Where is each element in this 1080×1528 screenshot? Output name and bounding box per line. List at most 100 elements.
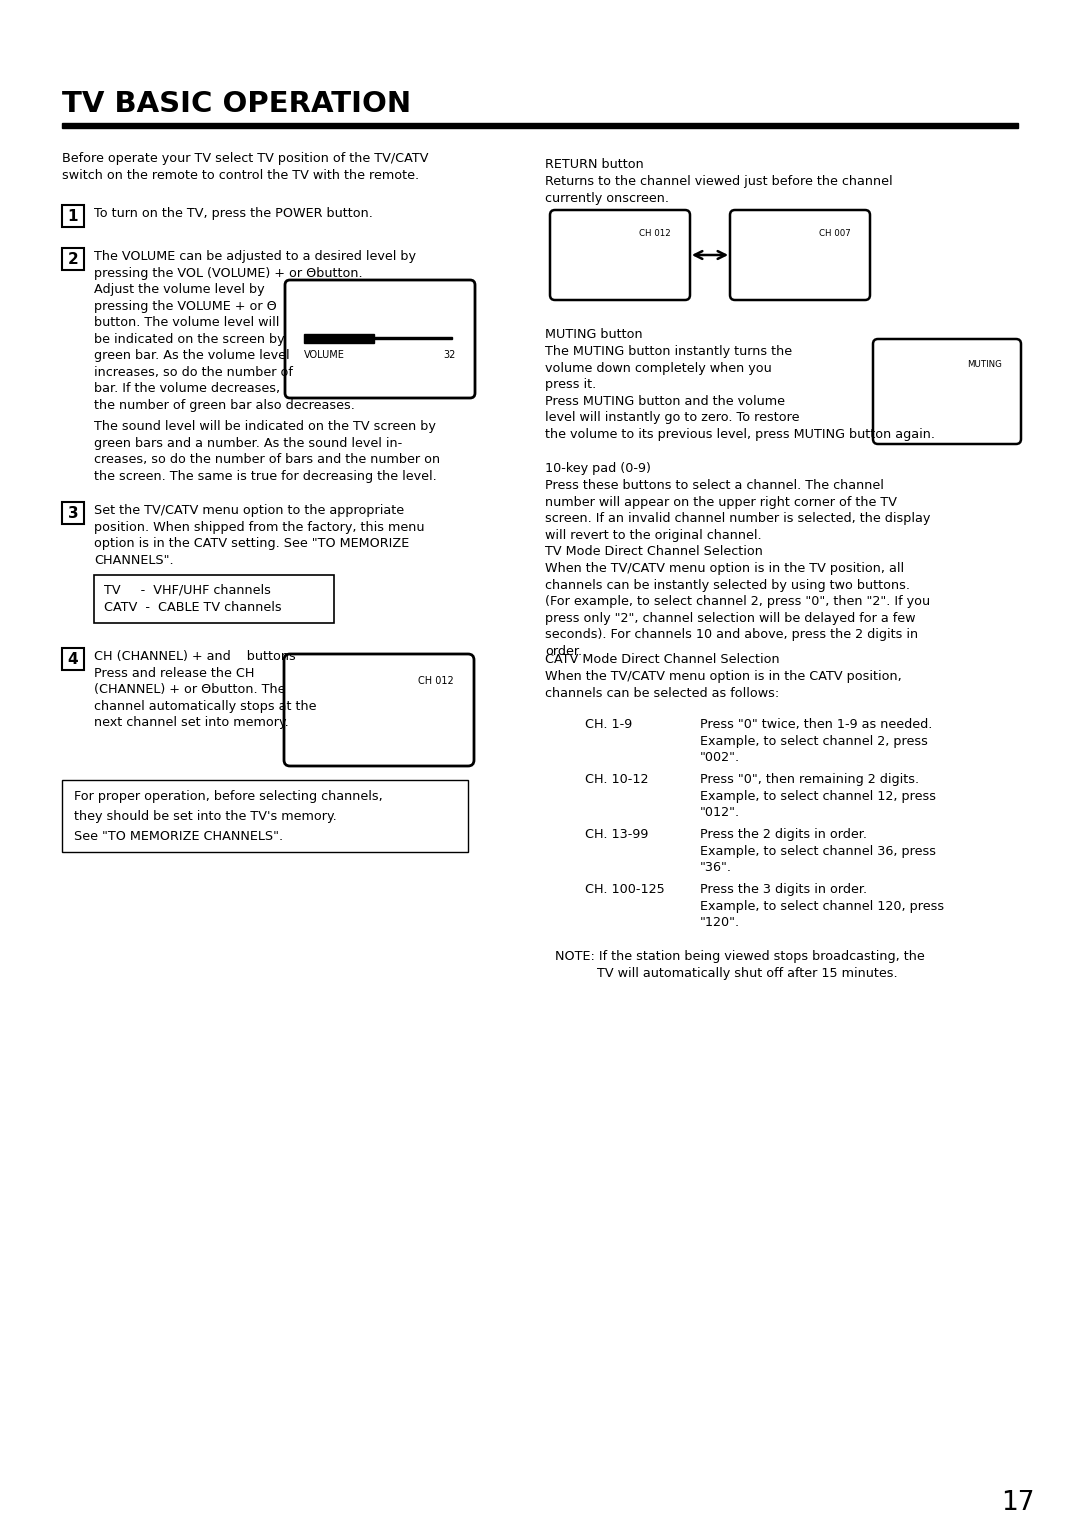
Text: CATV  -  CABLE TV channels: CATV - CABLE TV channels — [104, 601, 282, 614]
Text: Press and release the CH: Press and release the CH — [94, 666, 255, 680]
Text: they should be set into the TV's memory.: they should be set into the TV's memory. — [75, 810, 337, 824]
FancyBboxPatch shape — [285, 280, 475, 397]
Text: 4: 4 — [68, 651, 79, 666]
Text: MUTING button: MUTING button — [545, 329, 643, 341]
Text: Press MUTING button and the volume: Press MUTING button and the volume — [545, 394, 785, 408]
Text: Press the 2 digits in order.: Press the 2 digits in order. — [700, 828, 867, 840]
Text: CH. 10-12: CH. 10-12 — [585, 773, 648, 785]
Text: be indicated on the screen by: be indicated on the screen by — [94, 333, 285, 345]
Text: position. When shipped from the factory, this menu: position. When shipped from the factory,… — [94, 521, 424, 533]
Text: Press these buttons to select a channel. The channel: Press these buttons to select a channel.… — [545, 478, 883, 492]
Text: To turn on the TV, press the POWER button.: To turn on the TV, press the POWER butto… — [94, 206, 373, 220]
Text: "120".: "120". — [700, 915, 740, 929]
Text: Set the TV/CATV menu option to the appropriate: Set the TV/CATV menu option to the appro… — [94, 504, 404, 516]
Bar — [62, 779, 468, 853]
Text: RETURN button: RETURN button — [545, 157, 644, 171]
Text: button. The volume level will: button. The volume level will — [94, 316, 280, 329]
Text: screen. If an invalid channel number is selected, the display: screen. If an invalid channel number is … — [545, 512, 930, 526]
Text: TV BASIC OPERATION: TV BASIC OPERATION — [62, 90, 411, 118]
Text: seconds). For channels 10 and above, press the 2 digits in: seconds). For channels 10 and above, pre… — [545, 628, 918, 642]
Text: For proper operation, before selecting channels,: For proper operation, before selecting c… — [75, 790, 382, 804]
Text: volume down completely when you: volume down completely when you — [545, 362, 772, 374]
Text: "002".: "002". — [700, 750, 740, 764]
Bar — [62, 248, 84, 270]
Bar — [62, 122, 1018, 128]
Text: Example, to select channel 2, press: Example, to select channel 2, press — [700, 735, 928, 747]
FancyBboxPatch shape — [550, 209, 690, 299]
Text: See "TO MEMORIZE CHANNELS".: See "TO MEMORIZE CHANNELS". — [75, 830, 283, 843]
Text: 2: 2 — [68, 252, 79, 266]
Text: (For example, to select channel 2, press "0", then "2". If you: (For example, to select channel 2, press… — [545, 594, 930, 608]
Bar — [62, 648, 84, 669]
Bar — [374, 338, 453, 339]
Text: The VOLUME can be adjusted to a desired level by: The VOLUME can be adjusted to a desired … — [94, 251, 416, 263]
Bar — [94, 575, 334, 623]
Text: CATV Mode Direct Channel Selection: CATV Mode Direct Channel Selection — [545, 652, 780, 666]
Text: 3: 3 — [68, 506, 79, 521]
Text: Before operate your TV select TV position of the TV/CATV: Before operate your TV select TV positio… — [62, 151, 429, 165]
FancyBboxPatch shape — [284, 654, 474, 766]
Text: CH (CHANNEL) + and    buttons: CH (CHANNEL) + and buttons — [94, 649, 296, 663]
Bar — [303, 335, 374, 342]
Text: Example, to select channel 12, press: Example, to select channel 12, press — [700, 790, 936, 802]
Text: Press the 3 digits in order.: Press the 3 digits in order. — [700, 883, 867, 895]
Text: next channel set into memory.: next channel set into memory. — [94, 717, 288, 729]
Text: Press "0", then remaining 2 digits.: Press "0", then remaining 2 digits. — [700, 773, 919, 785]
Text: The MUTING button instantly turns the: The MUTING button instantly turns the — [545, 345, 792, 358]
Text: pressing the VOLUME + or Θ: pressing the VOLUME + or Θ — [94, 299, 276, 313]
Text: Example, to select channel 120, press: Example, to select channel 120, press — [700, 900, 944, 912]
Text: "012".: "012". — [700, 805, 740, 819]
Text: TV     -  VHF/UHF channels: TV - VHF/UHF channels — [104, 584, 271, 596]
Text: Press "0" twice, then 1-9 as needed.: Press "0" twice, then 1-9 as needed. — [700, 718, 932, 730]
Text: channels can be instantly selected by using two buttons.: channels can be instantly selected by us… — [545, 579, 910, 591]
Text: When the TV/CATV menu option is in the TV position, all: When the TV/CATV menu option is in the T… — [545, 562, 904, 575]
Text: level will instantly go to zero. To restore: level will instantly go to zero. To rest… — [545, 411, 799, 423]
Text: the volume to its previous level, press MUTING button again.: the volume to its previous level, press … — [545, 428, 935, 440]
Text: currently onscreen.: currently onscreen. — [545, 193, 669, 205]
Text: press only "2", channel selection will be delayed for a few: press only "2", channel selection will b… — [545, 611, 916, 625]
Text: Example, to select channel 36, press: Example, to select channel 36, press — [700, 845, 936, 857]
Text: "36".: "36". — [700, 860, 732, 874]
Text: CH. 1-9: CH. 1-9 — [585, 718, 632, 730]
Text: The sound level will be indicated on the TV screen by: The sound level will be indicated on the… — [94, 420, 436, 432]
Text: option is in the CATV setting. See "TO MEMORIZE: option is in the CATV setting. See "TO M… — [94, 536, 409, 550]
Text: CH. 100-125: CH. 100-125 — [585, 883, 665, 895]
Text: bar. If the volume decreases,: bar. If the volume decreases, — [94, 382, 280, 396]
Text: switch on the remote to control the TV with the remote.: switch on the remote to control the TV w… — [62, 170, 419, 182]
Text: pressing the VOL (VOLUME) + or Θbutton.: pressing the VOL (VOLUME) + or Θbutton. — [94, 266, 363, 280]
Text: MUTING: MUTING — [967, 361, 1002, 368]
Text: 1: 1 — [68, 208, 78, 223]
Text: number will appear on the upper right corner of the TV: number will appear on the upper right co… — [545, 495, 897, 509]
FancyBboxPatch shape — [873, 339, 1021, 445]
FancyBboxPatch shape — [730, 209, 870, 299]
Text: 10-key pad (0-9): 10-key pad (0-9) — [545, 461, 651, 475]
Text: creases, so do the number of bars and the number on: creases, so do the number of bars and th… — [94, 452, 441, 466]
Text: CH 012: CH 012 — [639, 229, 671, 238]
Text: green bar. As the volume level: green bar. As the volume level — [94, 348, 289, 362]
Text: NOTE: If the station being viewed stops broadcasting, the: NOTE: If the station being viewed stops … — [555, 950, 924, 963]
Text: Adjust the volume level by: Adjust the volume level by — [94, 283, 265, 296]
Text: order.: order. — [545, 645, 582, 657]
Text: 17: 17 — [1001, 1490, 1035, 1516]
Text: the number of green bar also decreases.: the number of green bar also decreases. — [94, 399, 355, 411]
Text: CH 012: CH 012 — [418, 675, 454, 686]
Text: press it.: press it. — [545, 377, 596, 391]
Text: CH 007: CH 007 — [820, 229, 851, 238]
Text: will revert to the original channel.: will revert to the original channel. — [545, 529, 761, 541]
Text: increases, so do the number of: increases, so do the number of — [94, 365, 293, 379]
Text: Returns to the channel viewed just before the channel: Returns to the channel viewed just befor… — [545, 176, 893, 188]
Text: CHANNELS".: CHANNELS". — [94, 553, 174, 567]
Text: 32: 32 — [444, 350, 456, 361]
Bar — [62, 503, 84, 524]
Text: CH. 13-99: CH. 13-99 — [585, 828, 648, 840]
Text: green bars and a number. As the sound level in-: green bars and a number. As the sound le… — [94, 437, 402, 449]
Bar — [62, 205, 84, 228]
Text: TV will automatically shut off after 15 minutes.: TV will automatically shut off after 15 … — [597, 967, 897, 979]
Text: (CHANNEL) + or Θbutton. The: (CHANNEL) + or Θbutton. The — [94, 683, 285, 695]
Text: the screen. The same is true for decreasing the level.: the screen. The same is true for decreas… — [94, 469, 436, 483]
Text: VOLUME: VOLUME — [303, 350, 345, 361]
Text: TV Mode Direct Channel Selection: TV Mode Direct Channel Selection — [545, 545, 762, 558]
Text: When the TV/CATV menu option is in the CATV position,: When the TV/CATV menu option is in the C… — [545, 669, 902, 683]
Text: channels can be selected as follows:: channels can be selected as follows: — [545, 686, 780, 700]
Text: channel automatically stops at the: channel automatically stops at the — [94, 700, 316, 712]
